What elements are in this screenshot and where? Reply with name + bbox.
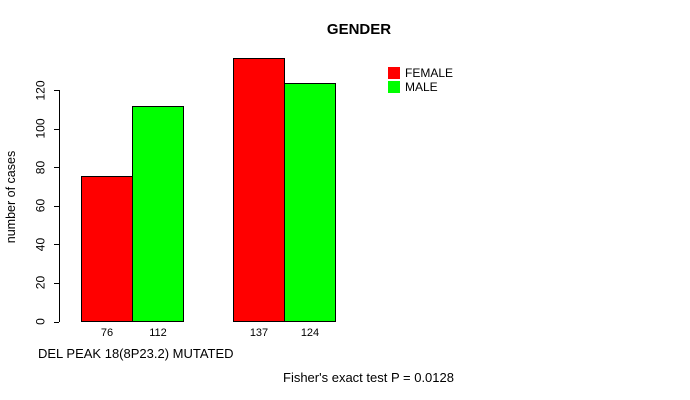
y-tick — [54, 244, 59, 246]
y-tick-label: 60 — [33, 199, 48, 213]
bar-value-label: 124 — [300, 327, 320, 339]
y-tick — [54, 282, 59, 284]
y-tick-label: 100 — [33, 118, 48, 139]
y-axis-line — [59, 90, 60, 322]
x-axis-note: DEL PEAK 18(8P23.2) MUTATED — [38, 346, 234, 361]
bar-female-group1 — [81, 176, 133, 322]
bar-value-label: 137 — [249, 327, 269, 339]
bar-value-label: 112 — [149, 327, 167, 339]
y-tick — [54, 205, 59, 207]
legend-swatch-male — [388, 81, 400, 93]
y-tick — [54, 90, 59, 92]
y-tick-label: 120 — [33, 80, 48, 101]
y-tick — [54, 128, 59, 130]
legend-label-female: FEMALE — [405, 66, 454, 80]
bar-female-group2 — [233, 58, 285, 322]
legend-row-male: MALE — [388, 80, 453, 94]
y-tick-label: 80 — [33, 160, 48, 174]
y-tick — [54, 167, 59, 169]
legend-swatch-female — [388, 67, 400, 79]
y-tick — [54, 321, 59, 323]
legend: FEMALE MALE — [388, 66, 453, 94]
legend-label-male: MALE — [405, 80, 438, 94]
bar-male-group2 — [284, 83, 336, 322]
bar-value-label: 76 — [100, 327, 114, 339]
y-tick-label: 0 — [33, 318, 48, 325]
legend-row-female: FEMALE — [388, 66, 453, 80]
stat-test-note: Fisher's exact test P = 0.0128 — [283, 370, 454, 385]
bar-male-group1 — [132, 106, 184, 322]
y-tick-label: 40 — [33, 237, 48, 252]
y-tick-label: 20 — [33, 276, 48, 290]
chart-title: GENDER — [326, 21, 392, 38]
